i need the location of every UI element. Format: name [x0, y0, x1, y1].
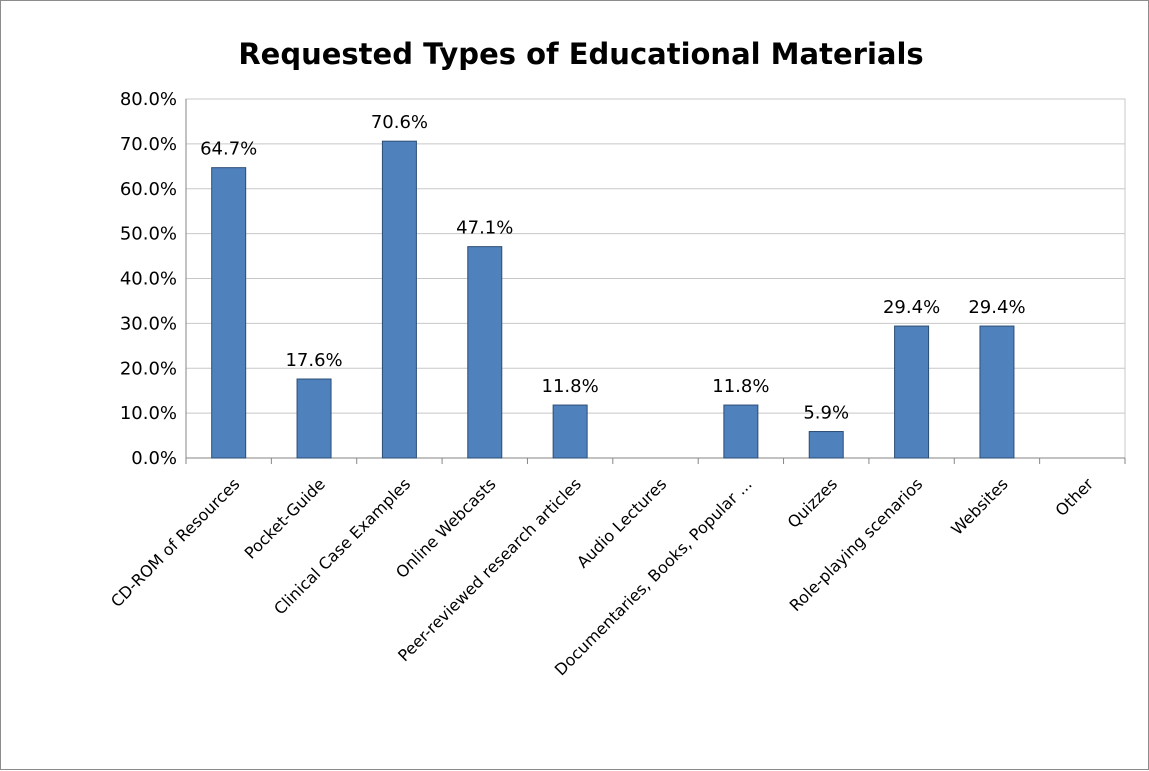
bar	[552, 404, 588, 459]
bar	[723, 404, 759, 459]
y-tick-label: 20.0%	[120, 358, 177, 379]
y-tick-label: 60.0%	[120, 179, 177, 200]
y-tick-label: 0.0%	[131, 448, 177, 469]
x-tick-label: Clinical Case Examples	[270, 474, 414, 618]
x-tick-label: Other	[1052, 474, 1098, 520]
x-tick-label: Audio Lectures	[573, 474, 670, 571]
x-tick-label: Peer-reviewed research articles	[394, 474, 585, 665]
y-tick-label: 50.0%	[120, 224, 177, 245]
x-tick-label: Documentaries, Books, Popular ...	[551, 474, 756, 679]
data-label: 5.9%	[803, 403, 849, 424]
y-tick-label: 40.0%	[120, 269, 177, 290]
bar	[808, 431, 844, 459]
bar	[467, 246, 503, 459]
y-tick-label: 80.0%	[120, 89, 177, 110]
y-tick-label: 70.0%	[120, 134, 177, 155]
data-label: 70.6%	[371, 112, 428, 133]
bar	[979, 325, 1015, 459]
x-tick-label: CD-ROM of Resources	[107, 474, 244, 611]
bar	[211, 167, 247, 459]
bar	[296, 378, 332, 459]
x-tick-label: Quizzes	[784, 474, 841, 531]
data-label: 11.8%	[542, 376, 599, 397]
x-tick-label: Websites	[947, 474, 1011, 538]
data-label: 29.4%	[968, 297, 1025, 318]
bar	[894, 325, 930, 459]
x-tick-label: Pocket-Guide	[241, 474, 329, 562]
data-label: 29.4%	[883, 297, 940, 318]
y-tick-label: 10.0%	[120, 403, 177, 424]
data-label: 17.6%	[285, 350, 342, 371]
y-tick-label: 30.0%	[120, 313, 177, 334]
data-label: 11.8%	[712, 376, 769, 397]
data-label: 64.7%	[200, 139, 257, 160]
data-label: 47.1%	[456, 218, 513, 239]
bar	[381, 140, 417, 459]
chart-title: Requested Types of Educational Materials	[238, 37, 924, 71]
